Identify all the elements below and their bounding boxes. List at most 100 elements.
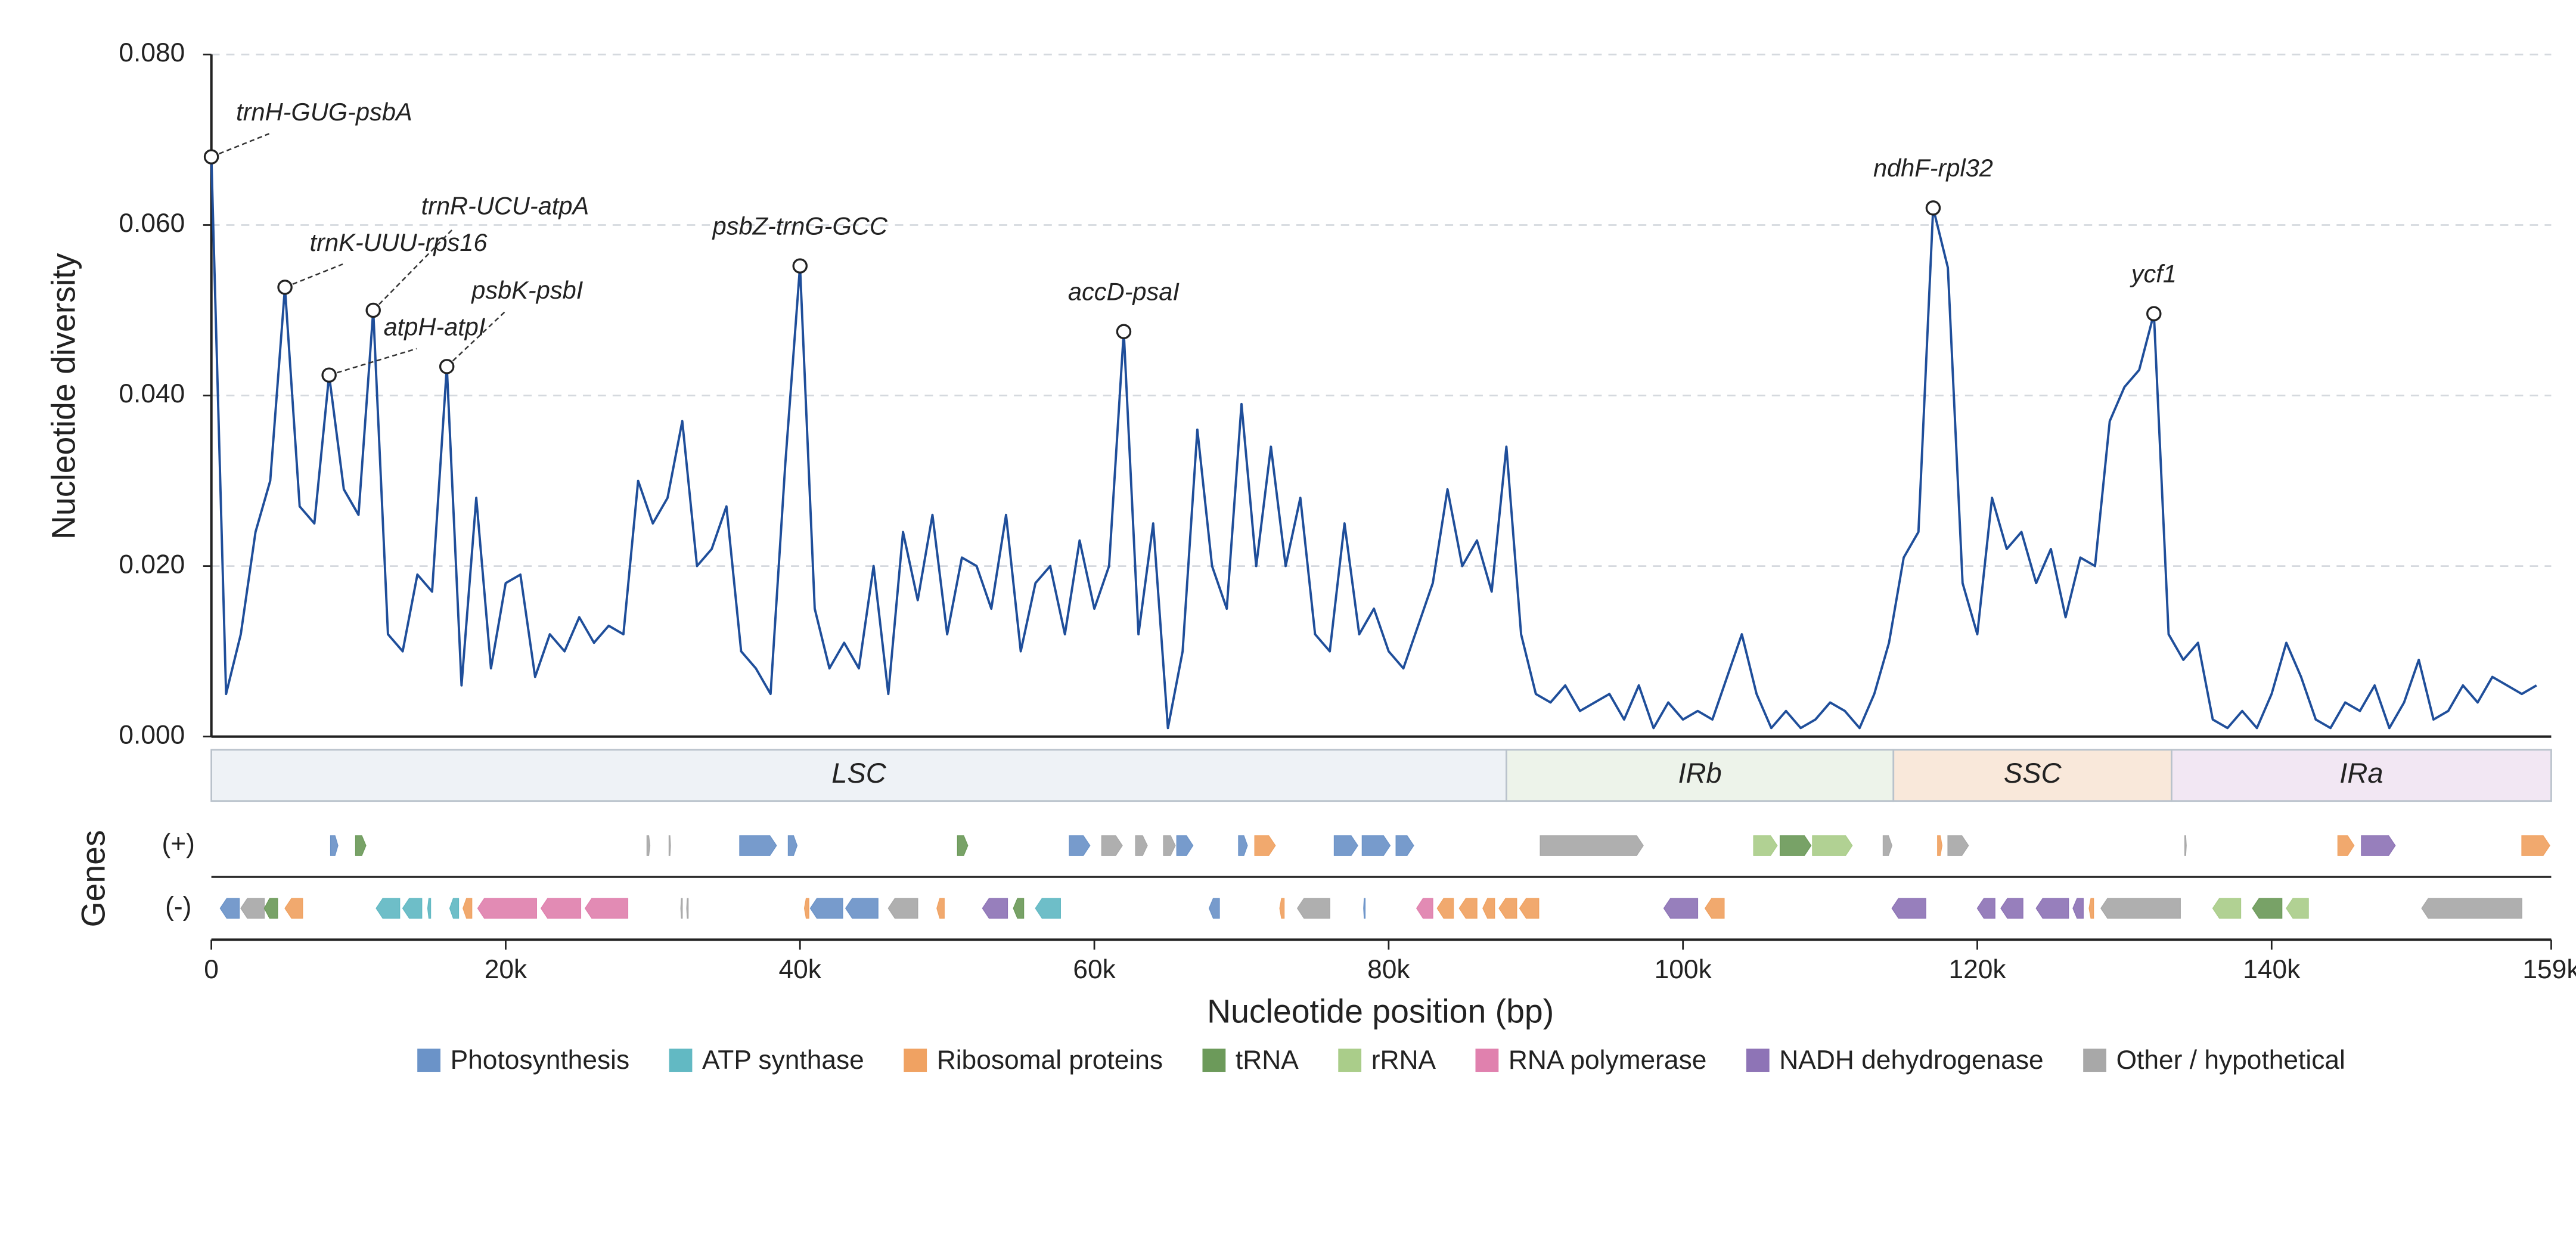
peak-marker (2146, 306, 2162, 321)
x-tick-label: 80k (1367, 955, 1410, 984)
gene (845, 898, 879, 919)
peak-label: trnK-UUU-rps16 (310, 228, 488, 256)
legend-label: ATP synthase (702, 1046, 864, 1075)
strand-label: (-) (165, 892, 191, 921)
gene (1947, 835, 1969, 856)
gene (375, 898, 401, 919)
legend-swatch (2083, 1049, 2106, 1072)
gene (1976, 898, 1995, 919)
region-block (2171, 749, 2552, 802)
gene (2100, 898, 2181, 919)
leader-line (373, 227, 455, 311)
peak-marker (277, 280, 293, 295)
peak-label: trnH-GUG-psbA (236, 98, 412, 126)
gene (427, 898, 432, 919)
gene (1519, 898, 1540, 919)
gene (1101, 835, 1123, 856)
peak-marker (439, 359, 455, 374)
gene (540, 898, 582, 919)
gene (787, 835, 798, 856)
x-tick-label: 60k (1073, 955, 1116, 984)
gene (982, 898, 1008, 919)
peak-label: psbZ-trnG-GCC (712, 212, 888, 240)
region-label: LSC (831, 757, 887, 789)
gene (887, 898, 918, 919)
y-tick-label: 0.080 (119, 38, 185, 67)
gene (2000, 898, 2023, 919)
gene (739, 835, 777, 856)
gene (2421, 898, 2522, 919)
gene (957, 835, 969, 856)
gene (477, 898, 537, 919)
gene (1458, 898, 1478, 919)
legend-label: NADH dehydrogenase (1779, 1046, 2043, 1075)
gene (1279, 898, 1285, 919)
legend-swatch (1746, 1049, 1770, 1072)
peak-label: trnR-UCU-atpA (421, 192, 589, 220)
y-tick-label: 0.060 (119, 209, 185, 238)
gene (2361, 835, 2396, 856)
gene (2212, 898, 2242, 919)
peak-marker (1116, 324, 1132, 340)
gene (1882, 835, 1893, 856)
gene (463, 898, 473, 919)
gene (284, 898, 303, 919)
leader-line (211, 133, 270, 158)
gene (1482, 898, 1495, 919)
gene (1208, 898, 1220, 919)
gene (1416, 898, 1433, 919)
legend-label: Ribosomal proteins (937, 1046, 1163, 1075)
gene (2286, 898, 2309, 919)
strand-label: (+) (162, 829, 195, 858)
y-tick-label: 0.020 (119, 550, 185, 579)
legend-label: RNA polymerase (1509, 1046, 1706, 1075)
gene (2521, 835, 2550, 856)
legend-label: Photosynthesis (451, 1046, 630, 1075)
gene (355, 835, 367, 856)
x-tick-label: 120k (1948, 955, 2006, 984)
gene (1163, 835, 1176, 856)
legend-swatch (669, 1049, 693, 1072)
y-tick-label: 0.040 (119, 379, 185, 408)
gene (1436, 898, 1454, 919)
y-axis-title: Nucleotide diversity (45, 253, 82, 539)
gene (1176, 835, 1194, 856)
region-block (210, 749, 1507, 802)
gene (449, 898, 460, 919)
region-label: IRa (2339, 757, 2383, 789)
gene (2072, 898, 2084, 919)
leader-line (284, 263, 343, 289)
legend-label: tRNA (1236, 1046, 1299, 1075)
peak-marker (792, 258, 808, 274)
peak-marker (203, 149, 219, 165)
x-axis-title: Nucleotide position (bp) (1207, 993, 1554, 1030)
leader-line (328, 348, 417, 376)
gene-axis-title: Genes (75, 830, 111, 927)
region-label: IRb (1678, 757, 1721, 789)
x-tick-label: 20k (485, 955, 527, 984)
legend-label: Other / hypothetical (2116, 1046, 2345, 1075)
gene (1395, 835, 1414, 856)
gene (1704, 898, 1725, 919)
gene (1779, 835, 1812, 856)
gene (2337, 835, 2355, 856)
gene (402, 898, 423, 919)
gene (240, 898, 265, 919)
gene (1069, 835, 1091, 856)
region-block (1506, 749, 1895, 802)
gene (1498, 898, 1517, 919)
x-tick-label: 0 (204, 955, 219, 984)
gene (668, 835, 671, 856)
gene (1891, 898, 1926, 919)
gene (2184, 835, 2187, 856)
gene (330, 835, 339, 856)
gene (1013, 898, 1025, 919)
gene (2252, 898, 2283, 919)
diversity-line (210, 157, 2537, 730)
legend-swatch (1202, 1049, 1226, 1072)
gene (1035, 898, 1061, 919)
gene (809, 898, 843, 919)
gene (1296, 898, 1330, 919)
